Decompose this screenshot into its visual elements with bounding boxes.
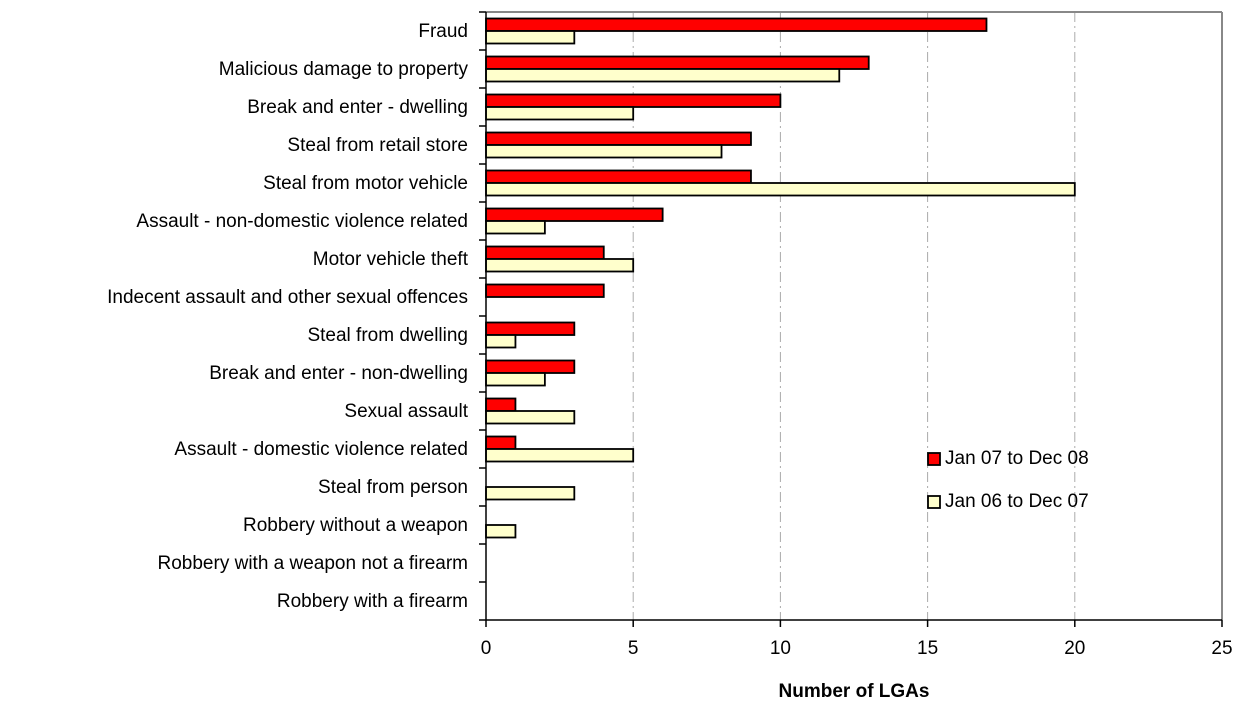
x-tick-label: 25: [1211, 638, 1232, 659]
bar-series-2: [485, 334, 517, 349]
category-label: Steal from retail store: [287, 135, 468, 156]
bar-series-2: [485, 486, 576, 501]
category-label: Robbery with a weapon not a firearm: [158, 553, 469, 574]
category-label: Steal from person: [318, 477, 468, 498]
x-axis-title: Number of LGAs: [779, 681, 930, 702]
legend-swatch: [927, 495, 941, 509]
bar-series-1: [485, 283, 605, 298]
category-label: Sexual assault: [344, 401, 468, 422]
bar-series-1: [485, 17, 988, 32]
bar-series-2: [485, 30, 576, 45]
bar-series-1: [485, 359, 576, 374]
x-tick-label: 5: [628, 638, 639, 659]
bar-series-1: [485, 245, 605, 260]
category-label: Steal from dwelling: [307, 325, 468, 346]
category-label: Break and enter - dwelling: [247, 97, 468, 118]
bar-series-1: [485, 321, 576, 336]
bar-series-2: [485, 68, 841, 83]
legend-swatch: [927, 452, 941, 466]
category-label: Break and enter - non-dwelling: [209, 363, 468, 384]
bar-series-1: [485, 169, 752, 184]
bar-series-2: [485, 258, 635, 273]
legend: Jan 07 to Dec 08 Jan 06 to Dec 07: [927, 448, 1089, 512]
category-label: Motor vehicle theft: [313, 249, 469, 270]
bars: [485, 17, 1076, 539]
category-label: Malicious damage to property: [219, 59, 469, 80]
bar-series-2: [485, 372, 546, 387]
category-label: Steal from motor vehicle: [263, 173, 468, 194]
bar-series-1: [485, 93, 782, 108]
category-label: Indecent assault and other sexual offenc…: [107, 287, 468, 308]
bar-series-2: [485, 106, 635, 121]
y-ticks: [479, 11, 486, 621]
x-tick-label: 0: [481, 638, 492, 659]
bar-series-2: [485, 410, 576, 425]
x-tick-label: 15: [917, 638, 938, 659]
bar-series-2: [485, 144, 723, 159]
bar-series-1: [485, 397, 517, 412]
category-label: Fraud: [418, 21, 468, 42]
category-label: Assault - domestic violence related: [174, 439, 468, 460]
category-label: Robbery without a weapon: [243, 515, 468, 536]
legend-label: Jan 06 to Dec 07: [945, 491, 1089, 512]
bar-series-2: [485, 182, 1076, 197]
bar-series-1: [485, 207, 664, 222]
gridlines: [632, 12, 1076, 620]
category-label: Assault - non-domestic violence related: [136, 211, 468, 232]
bar-series-2: [485, 524, 517, 539]
bar-series-2: [485, 220, 546, 235]
category-labels: Fraud Malicious damage to property Break a…: [107, 21, 469, 612]
x-ticks: 0 5 10 15 20 25: [481, 620, 1233, 659]
bar-series-1: [485, 131, 752, 146]
x-tick-label: 10: [770, 638, 791, 659]
bar-series-1: [485, 55, 870, 70]
bar-series-2: [485, 448, 635, 463]
category-label: Robbery with a firearm: [277, 591, 468, 612]
bar-series-1: [485, 435, 517, 450]
legend-label: Jan 07 to Dec 08: [945, 448, 1089, 469]
x-tick-label: 20: [1064, 638, 1085, 659]
